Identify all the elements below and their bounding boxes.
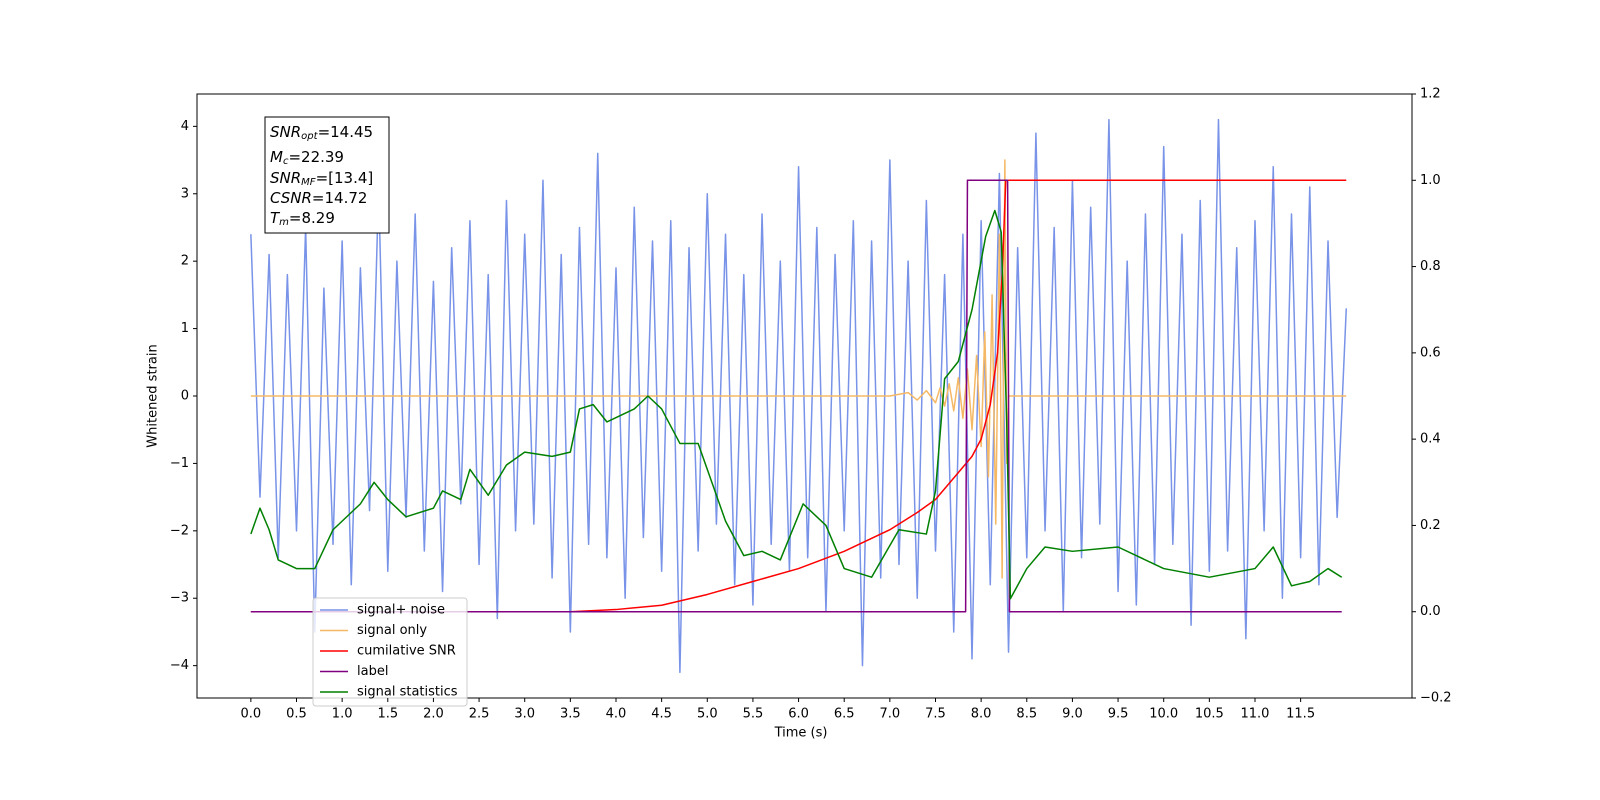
legend-frame [312, 597, 468, 707]
annotation-box: SNRopt=14.45Mc=22.39SNRMF=[13.4]CSNR=14.… [264, 116, 390, 234]
legend: signal+ noise signal only cumilative SNR la… [312, 597, 468, 707]
y-tick-label: −2 [170, 523, 189, 538]
annotation-symbol: SNR [270, 169, 301, 187]
x-tick-label: 0.0 [241, 707, 262, 722]
series-line [250, 179, 1342, 613]
legend-label: signal+ noise [357, 603, 445, 618]
y-tick-label: 4 [181, 119, 189, 134]
y-tick-label: 2 [181, 254, 189, 269]
annotation-subscript: c [283, 156, 289, 167]
annotation-line: SNRopt=14.45 [270, 123, 373, 143]
x-tick-label: 9.0 [1062, 707, 1083, 722]
y2-tick-label: 1.0 [1420, 173, 1441, 188]
annotation-symbol: M [270, 148, 283, 166]
x-tick-label: 10.0 [1149, 707, 1178, 722]
x-axis-label: Time (s) [774, 726, 828, 741]
legend-label: cumilative SNR [357, 644, 456, 659]
x-tick-label: 0.5 [286, 707, 307, 722]
annotation-symbol: CSNR [270, 189, 312, 207]
y2-tick-label: 0.0 [1420, 604, 1441, 619]
annotation-value: =14.45 [318, 123, 374, 141]
x-tick-label: 11.5 [1286, 707, 1315, 722]
annotation-subscript: m [279, 217, 289, 228]
x-tick-label: 5.5 [743, 707, 764, 722]
x-tick-label: 8.5 [1016, 707, 1037, 722]
series-line [250, 159, 1347, 579]
x-tick-label: 10.5 [1195, 707, 1224, 722]
y2-tick-label: 0.8 [1420, 259, 1441, 274]
annotation-value: =14.72 [312, 189, 368, 207]
legend-label: signal only [357, 623, 427, 638]
x-tick-label: 2.0 [423, 707, 444, 722]
annotation-symbol: SNR [270, 123, 301, 141]
annotation-value: =[13.4] [316, 169, 374, 187]
annotation-line: SNRMF=[13.4] [270, 169, 373, 189]
x-tick-label: 11.0 [1241, 707, 1270, 722]
y-tick-label: 0 [181, 389, 189, 404]
y-tick-label: 3 [181, 186, 189, 201]
x-tick-label: 4.0 [606, 707, 627, 722]
annotation-line: Mc=22.39 [270, 148, 344, 168]
x-tick-label: 2.5 [469, 707, 490, 722]
legend-label: label [357, 664, 388, 679]
annotation-subscript: opt [301, 131, 318, 142]
annotation-value: =8.29 [289, 209, 335, 227]
y-tick-label: −1 [170, 456, 189, 471]
y-tick-label: −3 [170, 591, 189, 606]
x-tick-label: 1.5 [377, 707, 398, 722]
x-tick-label: 6.5 [834, 707, 855, 722]
annotation-value: =22.39 [288, 148, 344, 166]
y2-tick-label: 0.6 [1420, 345, 1441, 360]
y2-tick-label: 1.2 [1420, 87, 1441, 102]
y2-tick-label: −0.2 [1420, 691, 1452, 706]
annotation-subscript: MF [301, 177, 316, 188]
series-line [250, 118, 1348, 674]
y-axis-label: Whitened strain [146, 344, 161, 447]
y2-tick-label: 0.2 [1420, 518, 1441, 533]
series-line [250, 209, 1343, 600]
x-tick-label: 3.0 [514, 707, 535, 722]
x-tick-label: 8.0 [971, 707, 992, 722]
legend-label: signal statistics [357, 685, 458, 700]
y-tick-label: 1 [181, 321, 189, 336]
plot-lines [250, 118, 1348, 674]
x-tick-label: 6.0 [788, 707, 809, 722]
x-tick-label: 4.5 [651, 707, 672, 722]
annotation-frame [264, 116, 390, 234]
x-tick-label: 5.0 [697, 707, 718, 722]
x-tick-label: 7.0 [880, 707, 901, 722]
x-tick-label: 9.5 [1108, 707, 1129, 722]
x-tick-label: 1.0 [332, 707, 353, 722]
y2-tick-label: 0.4 [1420, 432, 1441, 447]
series-line [250, 179, 1347, 613]
x-tick-label: 3.5 [560, 707, 581, 722]
y-tick-label: −4 [170, 658, 189, 673]
x-tick-label: 7.5 [925, 707, 946, 722]
annotation-line: Tm=8.29 [270, 209, 335, 229]
annotation-line: CSNR=14.72 [270, 189, 367, 207]
annotation-symbol: T [270, 209, 281, 227]
